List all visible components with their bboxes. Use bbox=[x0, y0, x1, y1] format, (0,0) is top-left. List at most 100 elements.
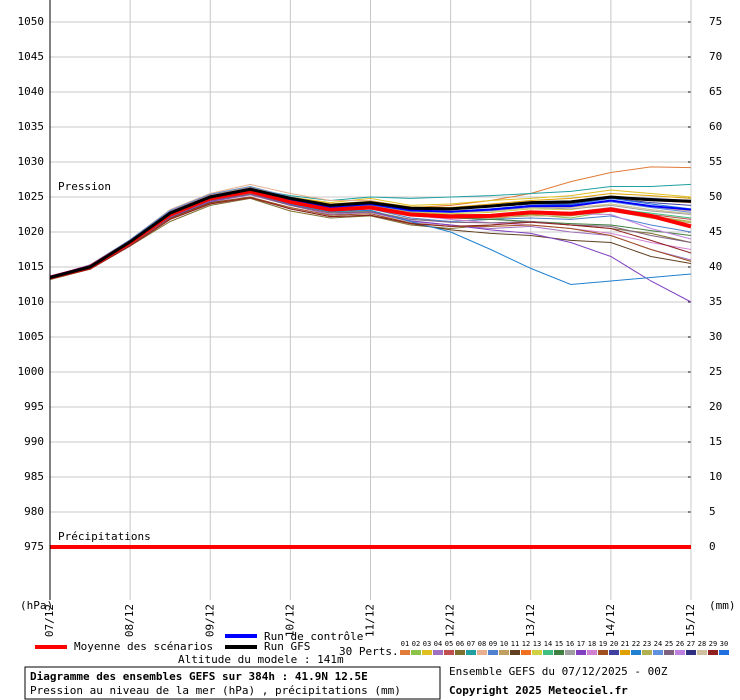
legend-swatch bbox=[422, 650, 432, 655]
legend: Moyenne des scénarios Run de contrôleRun … bbox=[35, 630, 729, 655]
y-tick-label: 1005 bbox=[18, 330, 45, 343]
title-box bbox=[24, 666, 441, 700]
y2-tick-label: 55 bbox=[709, 155, 722, 168]
y2-tick-label: 35 bbox=[709, 295, 722, 308]
x-tick-label: 10/12 bbox=[283, 604, 296, 637]
y2-tick-label: 40 bbox=[709, 260, 722, 273]
legend-swatch bbox=[708, 650, 718, 655]
legend-label: 22 bbox=[632, 640, 640, 648]
y-tick-label: 975 bbox=[24, 540, 44, 553]
legend-label: 13 bbox=[533, 640, 541, 648]
y2-tick-label: 70 bbox=[709, 50, 722, 63]
y-tick-label: 1010 bbox=[18, 295, 45, 308]
precip-label: Précipitations bbox=[58, 530, 151, 543]
y2-tick-label: 5 bbox=[709, 505, 716, 518]
legend-label: 30 bbox=[720, 640, 728, 648]
y2-tick-label: 20 bbox=[709, 400, 722, 413]
legend-swatch bbox=[532, 650, 542, 655]
y2-tick-label: 30 bbox=[709, 330, 722, 343]
legend-label: 05 bbox=[445, 640, 453, 648]
y2-tick-label: 65 bbox=[709, 85, 722, 98]
legend-swatch bbox=[400, 650, 410, 655]
y-tick-label: 1000 bbox=[18, 365, 45, 378]
copyright: Copyright 2025 Meteociel.fr bbox=[449, 684, 628, 697]
legend-label: 14 bbox=[544, 640, 552, 648]
legend-label: Moyenne des scénarios bbox=[74, 640, 213, 653]
y-tick-label: 1025 bbox=[18, 190, 45, 203]
y-axis-unit: (hPa) bbox=[20, 599, 53, 612]
legend-swatch bbox=[631, 650, 641, 655]
legend-label: 03 bbox=[423, 640, 431, 648]
legend-swatch bbox=[675, 650, 685, 655]
legend-label: 01 bbox=[401, 640, 409, 648]
legend-label: 09 bbox=[489, 640, 497, 648]
pressure-label: Pression bbox=[58, 180, 111, 193]
legend-label: 02 bbox=[412, 640, 420, 648]
legend-swatch bbox=[499, 650, 509, 655]
y-tick-label: 990 bbox=[24, 435, 44, 448]
legend-swatch bbox=[598, 650, 608, 655]
legend-swatch bbox=[609, 650, 619, 655]
y2-tick-label: 75 bbox=[709, 15, 722, 28]
legend-swatch bbox=[664, 650, 674, 655]
legend-label: 24 bbox=[654, 640, 662, 648]
series-line bbox=[49, 187, 692, 279]
altitude: Altitude du modele : 141m bbox=[178, 653, 344, 666]
y-tick-label: 1020 bbox=[18, 225, 45, 238]
legend-swatch bbox=[477, 650, 487, 655]
run-info: Ensemble GEFS du 07/12/2025 - 00Z bbox=[449, 665, 668, 678]
legend-swatch bbox=[510, 650, 520, 655]
legend-swatch bbox=[620, 650, 630, 655]
legend-swatch bbox=[587, 650, 597, 655]
title: Diagramme des ensembles GEFS sur 384h : … bbox=[30, 670, 368, 683]
legend-swatch bbox=[653, 650, 663, 655]
legend-label: 27 bbox=[687, 640, 695, 648]
lines bbox=[49, 166, 692, 549]
legend-swatch bbox=[565, 650, 575, 655]
y2-tick-label: 60 bbox=[709, 120, 722, 133]
legend-label: 04 bbox=[434, 640, 442, 648]
legend-label: 18 bbox=[588, 640, 596, 648]
legend-label: 11 bbox=[511, 640, 519, 648]
legend-label: 26 bbox=[676, 640, 684, 648]
y-tick-label: 1015 bbox=[18, 260, 45, 273]
legend-label: 21 bbox=[621, 640, 629, 648]
y2-axis-unit: (mm) bbox=[709, 599, 736, 612]
x-tick-label: 14/12 bbox=[604, 604, 617, 637]
legend-label: 07 bbox=[467, 640, 475, 648]
legend-label: Run GFS bbox=[264, 640, 310, 653]
series-line bbox=[49, 196, 692, 280]
legend-label: 17 bbox=[577, 640, 585, 648]
y2-tick-label: 25 bbox=[709, 365, 722, 378]
legend-swatch bbox=[686, 650, 696, 655]
legend-label: 23 bbox=[643, 640, 651, 648]
legend-label: 08 bbox=[478, 640, 486, 648]
legend-label: 29 bbox=[709, 640, 717, 648]
legend-swatch bbox=[455, 650, 465, 655]
y-tick-label: 1045 bbox=[18, 50, 45, 63]
x-tick-label: 12/12 bbox=[444, 604, 457, 637]
legend-swatch bbox=[411, 650, 421, 655]
legend-swatch bbox=[642, 650, 652, 655]
legend-label: 15 bbox=[555, 640, 563, 648]
legend-swatch bbox=[488, 650, 498, 655]
legend-label: 12 bbox=[522, 640, 530, 648]
x-tick-label: 08/12 bbox=[123, 604, 136, 637]
y-tick-label: 1050 bbox=[18, 15, 45, 28]
x-tick-label: 09/12 bbox=[203, 604, 216, 637]
legend-label: 16 bbox=[566, 640, 574, 648]
y2-tick-label: 45 bbox=[709, 225, 722, 238]
legend-label: Run de contrôle bbox=[264, 630, 363, 643]
y-tick-label: 980 bbox=[24, 505, 44, 518]
legend-swatch bbox=[697, 650, 707, 655]
x-tick-label: 11/12 bbox=[364, 604, 377, 637]
x-tick-label: 15/12 bbox=[684, 604, 697, 637]
legend-swatch bbox=[444, 650, 454, 655]
x-tick-label: 13/12 bbox=[524, 604, 537, 637]
legend-swatch bbox=[719, 650, 729, 655]
perts-label: 30 Perts. bbox=[339, 645, 399, 658]
series-line bbox=[49, 197, 692, 280]
y2-tick-label: 0 bbox=[709, 540, 716, 553]
legend-label: 10 bbox=[500, 640, 508, 648]
y-tick-label: 1035 bbox=[18, 120, 45, 133]
